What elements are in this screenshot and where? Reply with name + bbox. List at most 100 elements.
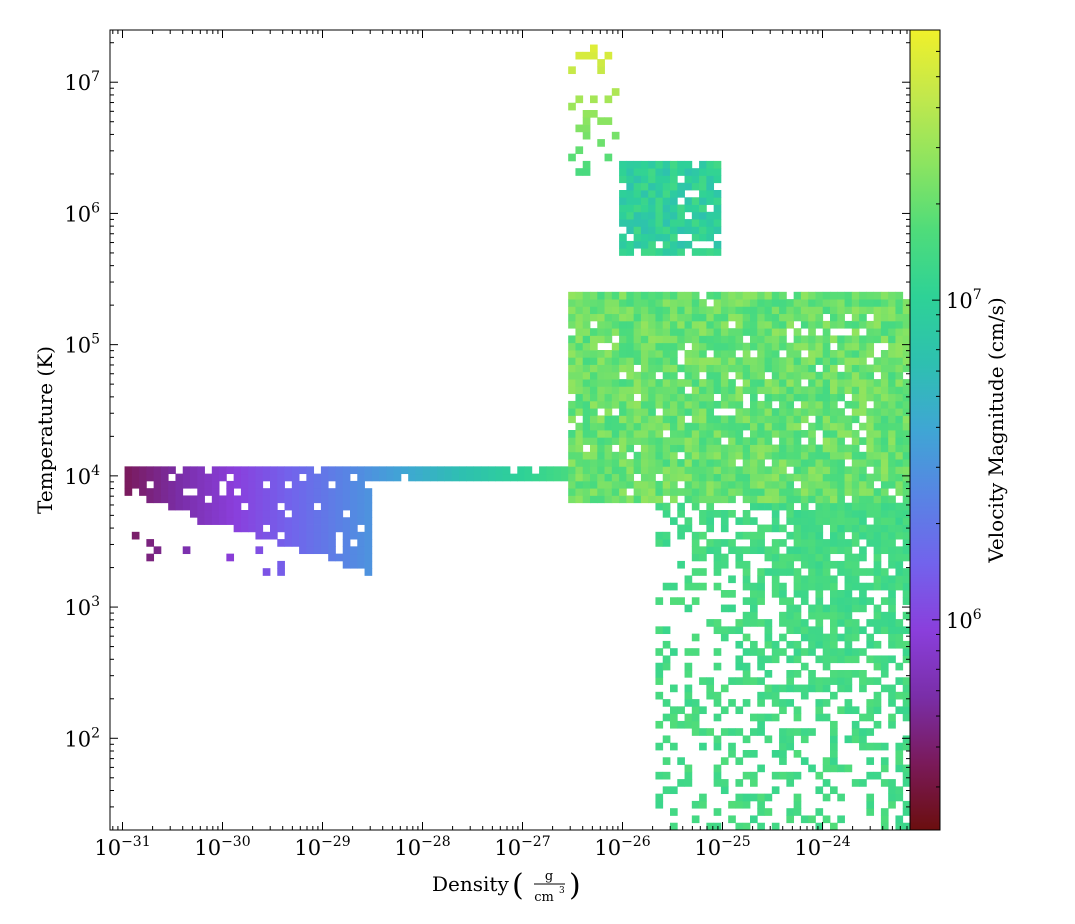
heatmap-cell <box>619 466 627 475</box>
heatmap-cell <box>655 720 664 729</box>
heatmap-cell <box>888 320 896 329</box>
heatmap-cell <box>873 539 882 547</box>
heatmap-cell <box>808 728 816 736</box>
heatmap-cell <box>728 437 736 445</box>
heatmap-cell <box>793 808 802 816</box>
heatmap-cell <box>720 706 729 715</box>
heatmap-cell <box>888 713 896 722</box>
heatmap-cell <box>670 706 678 715</box>
heatmap-cell <box>895 299 904 307</box>
heatmap-cell <box>720 553 729 562</box>
heatmap-cell <box>771 466 780 475</box>
heatmap-cell <box>640 393 649 402</box>
heatmap-cell <box>837 539 845 547</box>
heatmap-cell <box>291 531 300 540</box>
heatmap-cell <box>720 684 729 693</box>
heatmap-cell <box>822 357 831 365</box>
heatmap-cell <box>800 539 809 547</box>
heatmap-cell <box>822 553 831 562</box>
heatmap-cell <box>626 444 635 453</box>
heatmap-cell <box>720 430 729 438</box>
heatmap-cells <box>124 44 910 830</box>
heatmap-cell <box>742 408 751 416</box>
heatmap-cell <box>626 219 635 227</box>
heatmap-cell <box>880 808 889 816</box>
heatmap-cell <box>866 320 875 329</box>
heatmap-cell <box>757 502 765 511</box>
heatmap-cell <box>699 510 707 518</box>
heatmap-cell <box>357 510 365 518</box>
heatmap-cell <box>888 480 896 489</box>
heatmap-cell <box>771 691 780 700</box>
heatmap-cell <box>706 313 715 322</box>
heatmap-cell <box>866 335 875 344</box>
heatmap-cell <box>873 357 882 365</box>
heatmap-cell <box>699 190 707 198</box>
heatmap-cell <box>655 502 664 511</box>
heatmap-cell <box>299 546 307 555</box>
heatmap-cell <box>888 364 896 373</box>
y-axis-label: Temperature (K) <box>33 346 57 514</box>
heatmap-cell <box>699 226 707 235</box>
heatmap-cell <box>830 655 838 664</box>
heatmap-cell <box>633 386 642 395</box>
heatmap-cell <box>800 815 809 824</box>
heatmap-cell <box>626 415 635 424</box>
heatmap-cell <box>844 306 853 315</box>
heatmap-cell <box>880 408 889 416</box>
heatmap-cell <box>728 342 736 351</box>
heatmap-cell <box>568 357 576 365</box>
heatmap-cell <box>684 335 693 344</box>
heatmap-cell <box>284 517 293 525</box>
heatmap-cell <box>699 742 707 751</box>
heatmap-cell <box>822 662 831 671</box>
heatmap-cell <box>575 422 584 431</box>
heatmap-cell <box>800 466 809 475</box>
heatmap-cell <box>677 408 685 416</box>
heatmap-cell <box>677 779 685 787</box>
heatmap-cell <box>888 640 896 649</box>
heatmap-cell <box>728 488 736 496</box>
heatmap-cell <box>866 393 875 402</box>
heatmap-cell <box>691 422 700 431</box>
heatmap-cell <box>866 699 875 707</box>
heatmap-cell <box>633 226 642 235</box>
heatmap-cell <box>844 524 853 533</box>
heatmap-cell <box>888 386 896 395</box>
heatmap-cell <box>771 408 780 416</box>
heatmap-cell <box>895 662 904 671</box>
heatmap-cell <box>786 451 795 460</box>
heatmap-cell <box>590 444 598 453</box>
heatmap-cell <box>793 706 802 715</box>
heatmap-cell <box>880 386 889 395</box>
heatmap-cell <box>691 568 700 576</box>
heatmap-cell <box>822 779 831 787</box>
heatmap-cell <box>771 291 780 300</box>
heatmap-cell <box>240 524 249 533</box>
heatmap-cell <box>851 670 860 678</box>
heatmap-cell <box>902 357 910 365</box>
heatmap-cell <box>386 473 395 482</box>
heatmap-cell <box>757 371 765 380</box>
heatmap-cell <box>757 662 765 671</box>
heatmap-cell <box>211 517 220 525</box>
heatmap-cell <box>728 742 736 751</box>
heatmap-cell <box>757 568 765 576</box>
heatmap-cell <box>677 328 685 336</box>
heatmap-cell <box>691 357 700 365</box>
heatmap-cell <box>880 291 889 300</box>
heatmap-cell <box>844 619 853 627</box>
heatmap-cell <box>793 466 802 475</box>
heatmap-cell <box>626 211 635 220</box>
heatmap-cell <box>866 328 875 336</box>
heatmap-cell <box>342 488 351 496</box>
heatmap-cell <box>750 451 758 460</box>
heatmap-cell <box>670 240 678 249</box>
heatmap-cell <box>655 480 664 489</box>
heatmap-cell <box>262 473 271 482</box>
heatmap-cell <box>830 750 838 758</box>
heatmap-cell <box>619 400 627 409</box>
heatmap-cell <box>837 815 845 824</box>
heatmap-cell <box>175 480 184 489</box>
heatmap-cell <box>582 473 591 482</box>
